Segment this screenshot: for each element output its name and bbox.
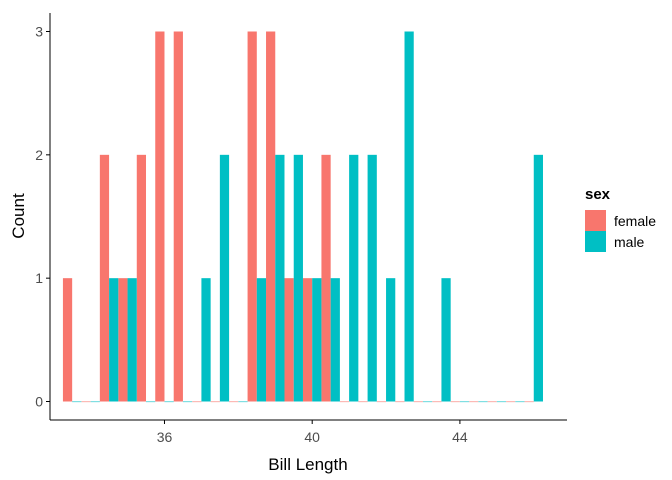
bar-male-36.5 bbox=[182, 401, 193, 403]
x-tick-label: 36 bbox=[157, 429, 173, 445]
x-axis-title: Bill Length bbox=[268, 455, 347, 474]
bar-male-36 bbox=[164, 401, 174, 403]
bar-female-37 bbox=[192, 401, 202, 403]
bar-female-39.5 bbox=[284, 278, 294, 402]
bar-male-34 bbox=[90, 401, 100, 403]
bar-male-38 bbox=[238, 401, 248, 403]
bar-male-37 bbox=[201, 278, 211, 402]
bar-male-43 bbox=[422, 401, 433, 403]
bar-male-41 bbox=[349, 154, 359, 402]
bar-female-38.5 bbox=[247, 31, 257, 402]
bar-male-41.5 bbox=[367, 154, 377, 402]
bar-male-38.5 bbox=[256, 278, 267, 402]
legend-key-female bbox=[585, 210, 606, 231]
bars-layer bbox=[62, 31, 543, 403]
bar-male-33.5 bbox=[72, 401, 82, 403]
bar-female-42.5 bbox=[395, 401, 405, 403]
bar-female-35 bbox=[118, 278, 128, 402]
bar-female-43.5 bbox=[432, 401, 442, 403]
bar-male-40.5 bbox=[330, 278, 340, 402]
bar-female-41 bbox=[339, 401, 350, 403]
bar-female-37.5 bbox=[210, 401, 220, 403]
bar-female-34 bbox=[81, 401, 91, 403]
bar-male-45 bbox=[496, 401, 507, 403]
bar-male-39 bbox=[275, 154, 285, 402]
legend-label-female: female bbox=[614, 213, 656, 229]
bar-female-40.5 bbox=[321, 154, 331, 402]
legend-label-male: male bbox=[614, 234, 645, 250]
bar-male-42.5 bbox=[404, 31, 414, 402]
y-tick-label: 3 bbox=[35, 24, 43, 40]
y-tick-label: 1 bbox=[35, 270, 43, 286]
bar-female-45.5 bbox=[506, 401, 516, 403]
bar-female-39 bbox=[266, 31, 276, 402]
bar-female-38 bbox=[229, 401, 239, 403]
bar-female-34.5 bbox=[99, 154, 110, 402]
bar-male-35 bbox=[127, 278, 137, 402]
legend-key-male bbox=[585, 231, 606, 252]
bar-male-37.5 bbox=[219, 154, 230, 402]
bar-male-43.5 bbox=[441, 278, 451, 402]
bar-male-44 bbox=[459, 401, 470, 403]
bar-male-34.5 bbox=[109, 278, 119, 402]
bar-female-42 bbox=[376, 401, 387, 403]
bar-female-36.5 bbox=[173, 31, 183, 402]
y-ticks: 0 1 2 3 bbox=[35, 24, 50, 410]
bar-male-35.5 bbox=[146, 401, 156, 403]
bar-male-45.5 bbox=[515, 401, 525, 403]
bar-male-42 bbox=[386, 278, 396, 402]
legend: sex female male bbox=[585, 186, 656, 252]
x-tick-label: 40 bbox=[304, 429, 320, 445]
bar-female-41.5 bbox=[358, 401, 368, 403]
bar-female-33.5 bbox=[62, 278, 73, 402]
x-tick-label: 44 bbox=[452, 429, 468, 445]
bar-female-43 bbox=[413, 401, 423, 403]
x-ticks: 36 40 44 bbox=[157, 420, 468, 445]
bar-male-46 bbox=[533, 154, 543, 402]
bar-female-40 bbox=[302, 278, 313, 402]
bar-female-35.5 bbox=[136, 154, 147, 402]
y-axis-title: Count bbox=[9, 193, 28, 239]
bar-male-44.5 bbox=[478, 401, 488, 403]
legend-title: sex bbox=[585, 186, 611, 203]
y-tick-label: 0 bbox=[35, 394, 43, 410]
bar-female-45 bbox=[487, 401, 497, 403]
bar-female-44 bbox=[450, 401, 460, 403]
bar-male-39.5 bbox=[293, 154, 303, 402]
bar-female-36 bbox=[155, 31, 165, 402]
bar-male-40 bbox=[312, 278, 322, 402]
bar-female-44.5 bbox=[469, 401, 479, 403]
bar-female-46 bbox=[524, 401, 534, 403]
y-tick-label: 2 bbox=[35, 147, 43, 163]
